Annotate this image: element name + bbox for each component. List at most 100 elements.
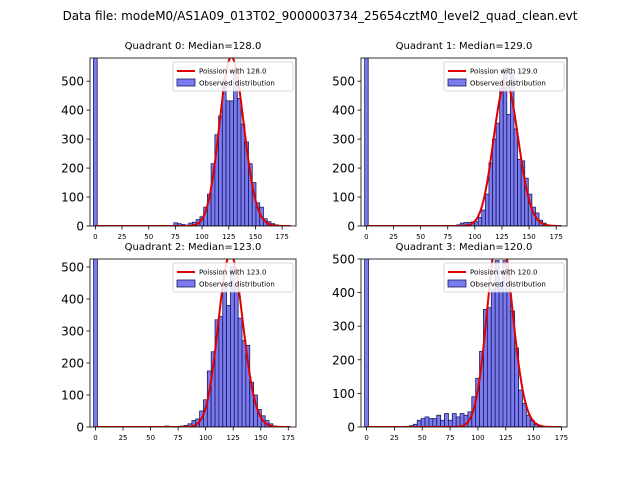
histogram-bar <box>477 216 483 226</box>
histogram-bar <box>416 419 422 427</box>
y-tick-label: 400 <box>332 286 355 300</box>
x-tick-label: 0 <box>364 434 368 442</box>
histogram-bar <box>499 88 504 226</box>
histogram-bar <box>481 209 486 226</box>
legend: Poission with 129.0 Observed distribution <box>443 61 565 92</box>
axes-frame <box>360 57 568 227</box>
legend-bar-swatch <box>176 78 196 87</box>
chart-panel-1: 0 25 50 75 100 125 150 175 0 100 200 300 400 500 Quadr… <box>332 41 568 241</box>
legend: Poission with 123.0 Observed distribution <box>172 262 294 293</box>
x-tick-label: 0 <box>93 233 97 241</box>
x-tick-label: 150 <box>527 434 540 442</box>
axes-frame <box>89 57 297 227</box>
x-tick-label: 125 <box>495 233 508 241</box>
y-tick-label: 300 <box>332 320 355 334</box>
chart-panel-2: 0 25 50 75 100 125 150 175 0 100 200 300 400 500 Quadr… <box>61 242 297 442</box>
legend-label-observed: Observed distribution <box>470 281 546 289</box>
histogram-bar <box>225 100 231 226</box>
figure-title: Data file: modeM0/AS1A09_013T02_90000037… <box>63 9 578 23</box>
histogram-bar <box>233 285 239 427</box>
histogram-bar <box>236 98 242 226</box>
x-tick-label: 25 <box>390 434 399 442</box>
legend: Poission with 120.0 Observed distribution <box>443 262 565 293</box>
x-tick-label: 100 <box>195 233 208 241</box>
y-tick-label: 400 <box>61 104 84 118</box>
y-tick-label: 400 <box>61 293 84 307</box>
x-tick-label: 50 <box>416 233 425 241</box>
x-tick-label: 100 <box>468 233 481 241</box>
legend-label-observed: Observed distribution <box>470 80 546 88</box>
poisson-curve <box>95 259 291 427</box>
legend-label-poisson: Poission with 123.0 <box>199 269 267 277</box>
histogram-bar <box>492 138 497 226</box>
x-tick-label: 125 <box>499 434 512 442</box>
y-tick-label: 100 <box>332 191 355 205</box>
y-tick-label: 200 <box>61 357 84 371</box>
x-tick-label: 0 <box>364 233 368 241</box>
legend-box <box>443 262 565 293</box>
x-tick-label: 175 <box>549 233 562 241</box>
x-tick-label: 125 <box>227 434 240 442</box>
x-tick-label: 175 <box>282 434 295 442</box>
histogram-bar <box>444 413 449 427</box>
histogram-bar <box>428 418 434 427</box>
x-tick-label: 150 <box>249 233 262 241</box>
histogram-bar <box>506 288 512 427</box>
histogram-bar-zero <box>364 259 369 427</box>
histogram-bar <box>222 282 227 427</box>
x-tick-label: 75 <box>443 233 452 241</box>
x-tick-label: 100 <box>199 434 212 442</box>
histogram-bar <box>424 416 430 427</box>
histogram-bar <box>518 389 523 427</box>
x-tick-label: 50 <box>418 434 427 442</box>
legend-label-observed: Observed distribution <box>199 80 275 88</box>
y-tick-label: 0 <box>76 220 84 234</box>
x-tick-label: 175 <box>555 434 568 442</box>
panel-title: Quadrant 3: Median=120.0 <box>396 242 533 253</box>
histogram-bar-zero <box>93 58 98 226</box>
x-tick-label: 25 <box>118 233 127 241</box>
y-tick-label: 300 <box>61 325 84 339</box>
x-tick-label: 75 <box>446 434 455 442</box>
legend-box <box>172 262 294 293</box>
legend: Poission with 128.0 Observed distribution <box>172 61 294 92</box>
plot-area <box>93 58 291 226</box>
legend-bar-swatch <box>447 78 467 87</box>
histogram-bar <box>237 317 243 427</box>
axes-frame <box>89 258 297 428</box>
histogram-bar <box>233 72 238 226</box>
panel-title: Quadrant 1: Median=129.0 <box>396 41 533 52</box>
x-tick-label: 25 <box>119 434 128 442</box>
histogram-bar <box>420 418 426 427</box>
legend-box <box>172 61 294 92</box>
y-tick-label: 200 <box>61 162 84 176</box>
y-tick-label: 0 <box>347 220 355 234</box>
x-tick-label: 100 <box>471 434 484 442</box>
poisson-curve <box>95 58 291 226</box>
histogram-bar <box>241 340 247 427</box>
poisson-curve <box>366 259 562 427</box>
histogram-bar <box>490 288 496 427</box>
chart-panel-0: 0 25 50 75 100 125 150 175 0 100 200 300 400 500 Quadr… <box>61 41 297 241</box>
y-tick-label: 100 <box>61 389 84 403</box>
histogram-bar <box>218 316 224 427</box>
histogram-bar <box>451 413 457 427</box>
y-tick-label: 500 <box>61 75 84 89</box>
y-tick-label: 0 <box>347 421 355 435</box>
y-tick-label: 300 <box>61 133 84 147</box>
x-tick-label: 175 <box>275 233 288 241</box>
x-tick-label: 150 <box>522 233 535 241</box>
y-tick-label: 0 <box>76 421 84 435</box>
x-tick-label: 50 <box>144 233 153 241</box>
y-tick-label: 400 <box>332 104 355 118</box>
histogram-bar <box>432 418 438 427</box>
legend-label-poisson: Poission with 120.0 <box>470 269 538 277</box>
histogram-bar <box>502 67 508 226</box>
histogram-bar <box>517 158 522 226</box>
histogram-bar <box>513 128 518 226</box>
y-tick-label: 200 <box>332 353 355 367</box>
chart-panel-3: 0 25 50 75 100 125 150 175 0 100 200 300 400 500 Quadr… <box>332 242 568 442</box>
panel-title: Quadrant 2: Median=123.0 <box>125 242 262 253</box>
histogram-bar <box>229 100 234 226</box>
